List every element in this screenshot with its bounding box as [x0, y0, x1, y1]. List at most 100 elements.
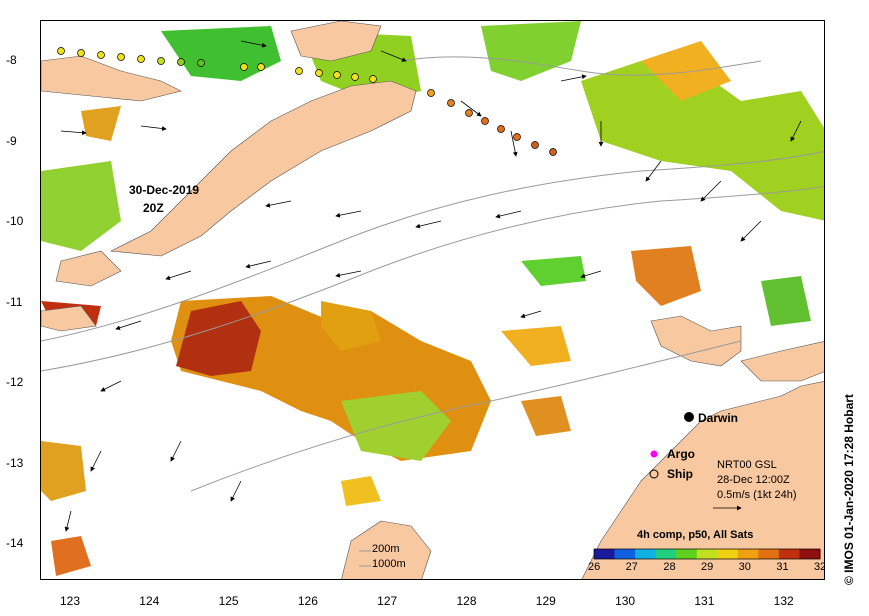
colorbar-segment [594, 549, 616, 559]
current-info-line2: 28-Dec 12:00Z [717, 474, 790, 486]
x-tick-label: 132 [773, 594, 794, 608]
current-arrow [335, 270, 362, 278]
current-arrow [90, 450, 102, 472]
date-label-line1: 30-Dec-2019 [129, 183, 200, 197]
current-arrow [170, 440, 182, 462]
colorbar-segment [758, 549, 780, 559]
current-arrow [335, 210, 362, 218]
sst-map: 30-Dec-2019 20Z Darwin Argo Ship NRT00 G… [40, 20, 825, 580]
isobath-label-200: 200m [372, 543, 400, 555]
y-tick-label: -9 [6, 133, 17, 148]
ship-marker [197, 59, 205, 67]
current-arrow [115, 320, 142, 331]
ship-marker [57, 47, 65, 55]
current-arrow [520, 310, 542, 319]
argo-legend-label: Argo [667, 447, 695, 461]
y-tick-label: -8 [6, 53, 17, 67]
credit-text: © IMOS 01-Jan-2020 17:28 Hobart [842, 394, 856, 585]
ship-marker [257, 63, 265, 71]
ship-marker [447, 99, 455, 107]
ship-marker [481, 117, 489, 125]
west-island-2 [55, 250, 122, 287]
western-islands [41, 55, 182, 102]
y-tick-label: -13 [6, 455, 24, 470]
colorbar-title: 4h comp, p50, All Sats [637, 529, 754, 541]
current-arrow [245, 260, 272, 269]
current-arrow [64, 510, 72, 532]
y-tick-label: -12 [6, 375, 24, 389]
colorbar-segment [655, 549, 677, 559]
current-arrow [560, 74, 587, 82]
sst-patch-central-cool [341, 391, 451, 461]
x-tick-label: 130 [615, 594, 636, 608]
current-arrow [380, 50, 407, 62]
colorbar-tick-label: 31 [776, 561, 789, 573]
y-tick-label: -11 [6, 294, 23, 309]
timor-island [109, 80, 417, 257]
ship-legend-label: Ship [667, 467, 693, 481]
x-tick-label: 125 [218, 594, 239, 608]
colorbar-segment [737, 549, 759, 559]
x-tick-label: 123 [59, 594, 81, 608]
darwin-label: Darwin [698, 411, 739, 425]
colorbar-segment [696, 549, 718, 559]
australia-mainland [581, 381, 824, 579]
isobaths [41, 56, 824, 492]
sst-patch-east3 [521, 396, 571, 436]
ship-marker [177, 58, 185, 66]
current-arrow [60, 130, 87, 136]
ship-marker [315, 69, 323, 77]
colorbar [593, 548, 821, 560]
arnhem-coast [740, 341, 824, 382]
colorbar-tick-label: 28 [663, 561, 676, 573]
ship-marker [549, 148, 557, 156]
ship-marker [295, 67, 303, 75]
sst-patch-east [501, 326, 571, 366]
current-arrow [140, 125, 167, 131]
sst-patch-ne2 [641, 41, 731, 101]
sst-patch-north3 [481, 21, 581, 81]
tiwi-islands [650, 315, 742, 367]
current-arrow [230, 480, 242, 502]
land [41, 21, 824, 579]
sst-patch-west [41, 161, 121, 251]
current-arrow [495, 210, 522, 219]
isobath-shelf [190, 340, 742, 492]
colorbar-segment [614, 549, 636, 559]
ship-marker [465, 109, 473, 117]
y-tick-label: -14 [6, 536, 24, 550]
current-info-line3: 0.5m/s (1kt 24h) [717, 489, 797, 501]
colorbar-tick-label: 29 [701, 561, 714, 573]
colorbar-tick-label: 26 [588, 561, 601, 573]
isobath-1000 [41, 185, 824, 372]
sst-patch-east2 [631, 246, 701, 306]
current-arrow [165, 270, 192, 281]
ship-marker [351, 73, 359, 81]
colorbar-tick-label: 27 [625, 561, 638, 573]
current-arrow [580, 270, 602, 279]
colorbar-segment [635, 549, 657, 559]
x-tick-label: 126 [297, 594, 318, 608]
current-arrow [240, 40, 267, 48]
date-label-line2: 20Z [143, 201, 164, 215]
y-tick-label: -10 [6, 214, 24, 228]
current-arrow [700, 180, 722, 202]
current-arrow [265, 200, 292, 208]
ship-marker [240, 63, 248, 71]
ship-marker [427, 89, 435, 97]
ship-marker [117, 53, 125, 61]
isobath-200 [41, 150, 824, 342]
ship-marker [137, 55, 145, 63]
sst-patch-ne [581, 51, 824, 221]
ship-legend-marker [649, 469, 659, 479]
colorbar-outline [593, 548, 821, 560]
x-tick-label: 127 [377, 594, 398, 608]
ship-marker [157, 57, 165, 65]
sst-patch-west2 [81, 106, 121, 141]
sst-patch-s [51, 536, 91, 576]
current-arrow [100, 380, 122, 392]
ship-marker [77, 49, 85, 57]
ship-marker [333, 71, 341, 79]
ship-marker [497, 125, 505, 133]
x-tick-label: 131 [694, 594, 715, 608]
